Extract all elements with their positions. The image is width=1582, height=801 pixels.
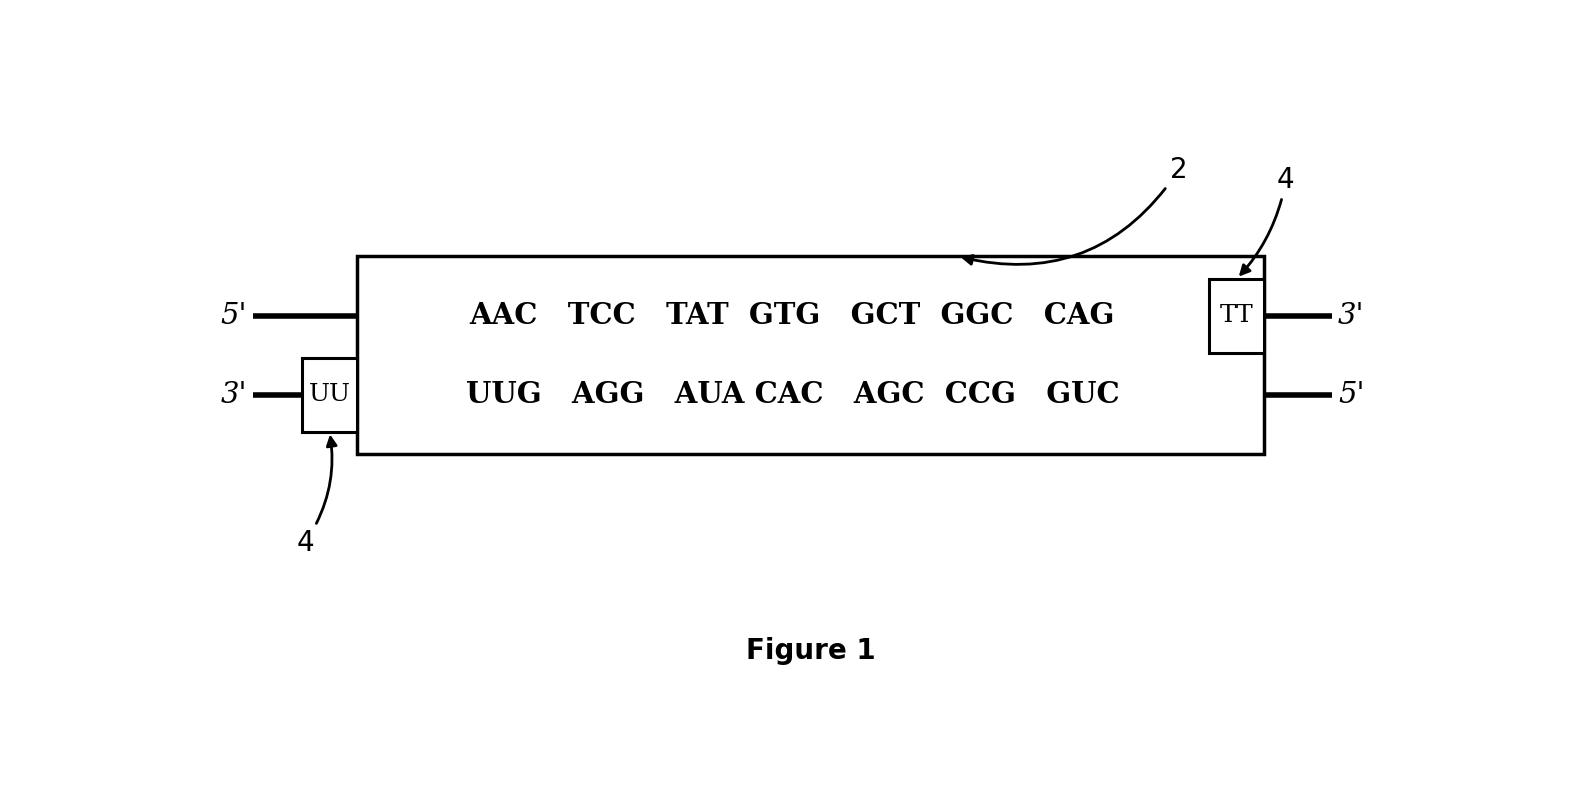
Text: 2: 2: [963, 156, 1188, 264]
Text: Figure 1: Figure 1: [747, 638, 875, 665]
Text: UU: UU: [308, 383, 351, 406]
Bar: [358, 256, 1264, 454]
Text: 5': 5': [1338, 380, 1365, 409]
Text: 3': 3': [1338, 302, 1365, 330]
Text: 4: 4: [296, 437, 335, 557]
Text: 4: 4: [1240, 166, 1294, 275]
Text: UUG   AGG   AUA CAC   AGC  CCG   GUC: UUG AGG AUA CAC AGC CCG GUC: [465, 380, 1118, 409]
Bar: [302, 357, 358, 432]
Text: 3': 3': [220, 380, 247, 409]
Text: 5': 5': [220, 302, 247, 330]
Text: TT: TT: [1220, 304, 1253, 327]
Text: AAC   TCC   TAT  GTG   GCT  GGC   CAG: AAC TCC TAT GTG GCT GGC CAG: [470, 301, 1115, 330]
Bar: [1209, 279, 1264, 352]
